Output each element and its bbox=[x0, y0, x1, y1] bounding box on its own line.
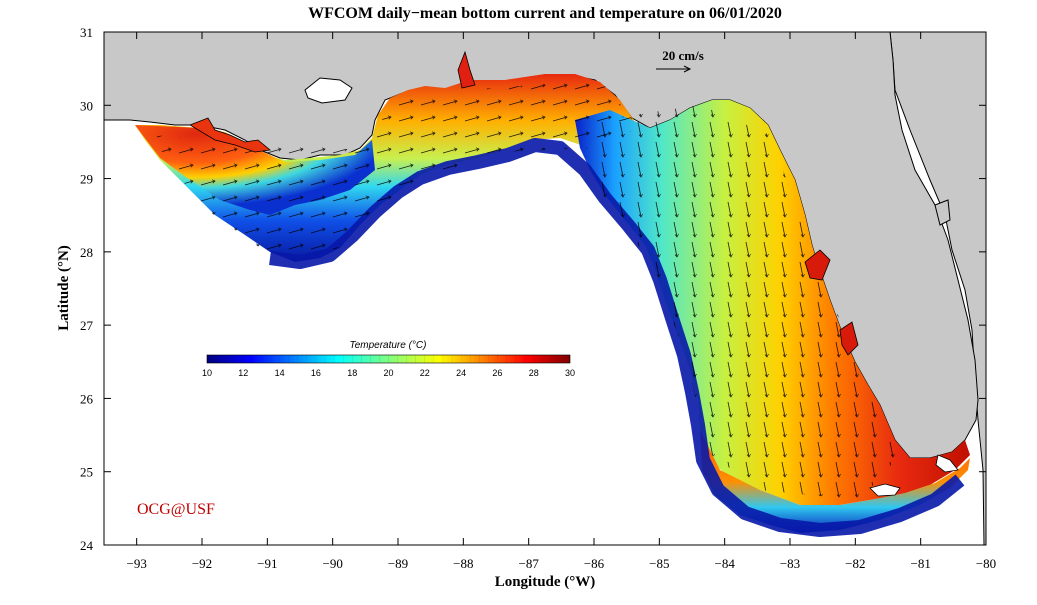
y-axis bbox=[104, 31, 986, 546]
y-tick-label: 31 bbox=[80, 25, 93, 40]
credit-label: OCG@USF bbox=[137, 501, 215, 518]
colorbar-title: Temperature (°C) bbox=[350, 340, 427, 351]
x-tick-label: −86 bbox=[584, 556, 605, 571]
scale-arrow: 20 cm/s bbox=[656, 48, 704, 73]
florida-bay-islands bbox=[869, 483, 901, 497]
x-tick-label: −93 bbox=[126, 556, 146, 571]
colorbar-tick-label: 16 bbox=[311, 368, 321, 378]
x-tick-label: −85 bbox=[649, 556, 669, 571]
y-tick-label: 30 bbox=[80, 98, 93, 113]
colorbar-tick-label: 24 bbox=[456, 368, 466, 378]
x-tick-label: −82 bbox=[845, 556, 865, 571]
y-tick-label: 24 bbox=[80, 538, 94, 553]
figure-title: WFCOM daily−mean bottom current and temp… bbox=[308, 5, 782, 22]
mobile-bay bbox=[457, 50, 476, 89]
colorbar-tick-label: 30 bbox=[565, 368, 575, 378]
ten-thousand-islands bbox=[935, 454, 959, 473]
colorbar-tick-label: 14 bbox=[275, 368, 285, 378]
x-tick-label: −89 bbox=[388, 556, 408, 571]
colorbar-tick-label: 20 bbox=[383, 368, 393, 378]
x-tick-label: −80 bbox=[976, 556, 996, 571]
colorbar-gradient bbox=[206, 354, 571, 364]
x-tick-label: −92 bbox=[192, 556, 212, 571]
biscayne-coast bbox=[934, 199, 951, 226]
charlotte-harbor bbox=[839, 321, 859, 356]
colorbar-tick-label: 26 bbox=[492, 368, 502, 378]
colorbar-tick-label: 22 bbox=[420, 368, 430, 378]
y-tick-label: 29 bbox=[80, 172, 93, 187]
x-axis-label: Longitude (°W) bbox=[495, 574, 596, 590]
x-tick-label: −90 bbox=[322, 556, 342, 571]
colorbar-tick-label: 18 bbox=[347, 368, 357, 378]
x-tick-label: −91 bbox=[257, 556, 277, 571]
y-tick-label: 25 bbox=[80, 465, 93, 480]
y-tick-label: 28 bbox=[80, 245, 93, 260]
colorbar-tick-label: 10 bbox=[202, 368, 212, 378]
x-tick-label: −88 bbox=[453, 556, 473, 571]
colorbar-tick-label: 12 bbox=[238, 368, 248, 378]
x-tick-label: −81 bbox=[910, 556, 930, 571]
x-tick-label: −83 bbox=[780, 556, 800, 571]
colorbar-tick-label: 28 bbox=[529, 368, 539, 378]
y-axis-label: Latitude (°N) bbox=[56, 245, 72, 331]
x-tick-label: −84 bbox=[714, 556, 735, 571]
current-vectors-north bbox=[150, 80, 640, 255]
scale-arrow-label: 20 cm/s bbox=[662, 48, 704, 63]
coastal-marsh-louisiana bbox=[189, 117, 271, 153]
colorbar: Temperature (°C) 10 12 14 16 18 20 22 24 26 28 30 bbox=[202, 340, 575, 378]
x-axis bbox=[136, 32, 987, 545]
tampa-bay bbox=[804, 249, 831, 281]
x-tick-label: −87 bbox=[518, 556, 539, 571]
y-tick-label: 27 bbox=[80, 318, 94, 333]
lake-pontchartrain bbox=[304, 77, 353, 104]
y-tick-label: 26 bbox=[80, 391, 94, 406]
current-vectors-wfs bbox=[600, 105, 900, 500]
